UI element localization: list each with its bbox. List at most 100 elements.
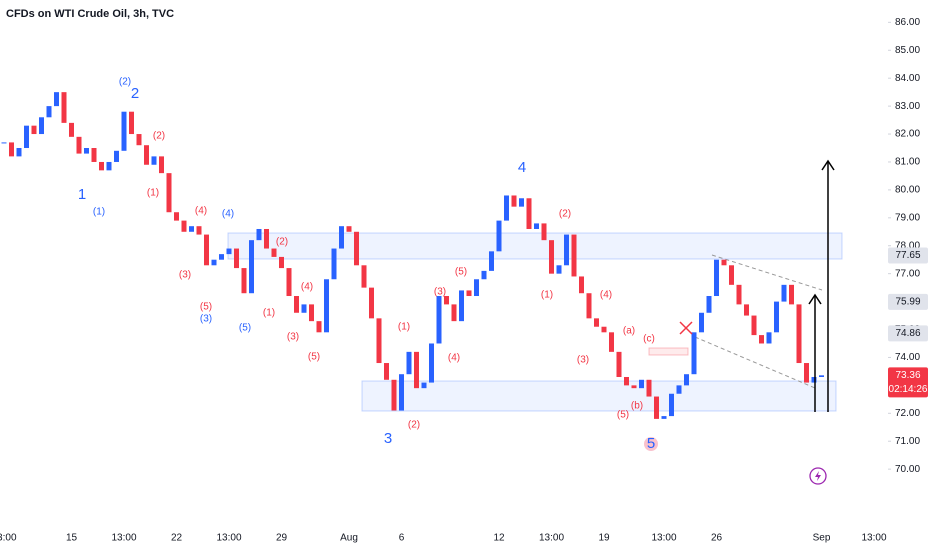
candle <box>549 240 554 274</box>
wave-label: (3) <box>434 287 446 298</box>
x-tick-label: 13:00 <box>216 533 241 544</box>
wave-label: (c) <box>643 334 655 345</box>
wave-label: (4) <box>222 209 234 220</box>
candle <box>489 251 494 271</box>
candle <box>376 318 382 364</box>
candle <box>684 374 689 386</box>
candle <box>714 259 719 297</box>
candle <box>189 226 194 232</box>
candle <box>354 231 359 266</box>
candle <box>609 332 614 352</box>
y-tick-label: 81.00 <box>895 157 920 168</box>
y-tick-label: 71.00 <box>895 436 920 447</box>
candle <box>541 223 547 241</box>
candle <box>324 279 329 333</box>
candle <box>256 228 262 241</box>
candle <box>339 226 344 249</box>
candle <box>84 148 89 154</box>
candle <box>511 195 517 207</box>
target-arrows <box>808 159 835 412</box>
x-tick-label: 6 <box>399 533 405 544</box>
y-tick-label: 80.00 <box>895 185 920 196</box>
wave-label: (2) <box>153 131 165 142</box>
candle <box>279 256 284 269</box>
highlight <box>644 437 658 451</box>
candle <box>1 142 7 144</box>
candle <box>706 296 712 313</box>
candle <box>699 312 704 333</box>
candle <box>789 284 794 305</box>
price-label-box <box>888 367 928 398</box>
candle <box>61 92 67 123</box>
wave-label: (5) <box>239 323 251 334</box>
candle <box>429 343 434 383</box>
candle <box>99 161 104 171</box>
candle <box>459 290 464 322</box>
candle <box>451 304 457 322</box>
cross <box>679 321 693 335</box>
alert-icon[interactable] <box>809 467 827 485</box>
candle <box>249 240 254 294</box>
candle <box>309 304 314 322</box>
price-label-box <box>888 325 928 342</box>
candle <box>166 173 172 213</box>
wave-label: (5) <box>308 352 320 363</box>
x-tick-label: 13:00 <box>0 533 17 544</box>
candle <box>286 268 292 297</box>
candle <box>331 248 337 280</box>
candle <box>474 279 479 297</box>
candle <box>31 125 37 135</box>
x-tick-label: Aug <box>340 533 358 544</box>
wave-label: (2) <box>119 77 131 88</box>
wave-label: (5) <box>455 267 467 278</box>
candle <box>151 156 157 165</box>
candle <box>616 351 622 377</box>
candle <box>204 234 209 266</box>
candle <box>159 156 164 174</box>
candle <box>271 248 277 257</box>
candle <box>114 150 119 162</box>
x-tick-label: 13:00 <box>861 533 886 544</box>
candle <box>241 268 247 294</box>
candle <box>301 304 307 313</box>
candle <box>736 284 742 305</box>
y-tick-label: 70.00 <box>895 464 920 475</box>
wave-label: 3 <box>384 430 392 447</box>
candle <box>414 351 419 389</box>
candle <box>406 351 412 375</box>
candle <box>639 379 644 389</box>
candle <box>466 290 472 297</box>
x-tick-label: 19 <box>598 533 610 544</box>
resistance-zone <box>227 232 843 260</box>
wave-labels: (2) 2 1 (1) (2) (1) (4) (4) (3) (5) (3) … <box>78 77 655 452</box>
wave-label: 4 <box>518 159 526 176</box>
wave-label: (4) <box>301 282 313 293</box>
wave-label: (a) <box>623 326 635 337</box>
x-tick-label: 15 <box>66 533 78 544</box>
candle <box>316 321 322 333</box>
candle <box>556 265 562 274</box>
candle <box>496 220 502 252</box>
candle <box>796 304 802 364</box>
candle <box>646 379 652 397</box>
candle <box>46 106 52 118</box>
candle <box>129 111 134 135</box>
candle <box>526 198 532 229</box>
y-tick-label: 83.00 <box>895 101 920 112</box>
wave-label: 1 <box>78 186 86 203</box>
x-tick-label: 13:00 <box>111 533 136 544</box>
marker-box <box>648 347 689 356</box>
wave-label: (1) <box>93 207 105 218</box>
wave-label: (3) <box>200 314 212 325</box>
candle <box>691 332 697 375</box>
candle <box>519 198 524 207</box>
y-tick-label: 84.00 <box>895 73 920 84</box>
price-label: 75.99 <box>895 297 920 308</box>
candle <box>594 318 599 327</box>
candle <box>774 301 779 333</box>
y-tick-label: 72.00 <box>895 408 920 419</box>
x-tick-label: Sep <box>813 533 831 544</box>
candle <box>421 382 427 389</box>
candle <box>624 376 629 386</box>
candle <box>211 259 217 266</box>
